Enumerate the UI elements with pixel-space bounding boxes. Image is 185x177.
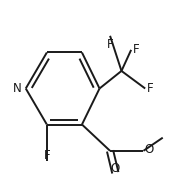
Text: F: F	[133, 43, 139, 56]
Text: N: N	[13, 82, 21, 95]
Text: F: F	[107, 38, 113, 51]
Text: F: F	[147, 82, 154, 95]
Text: F: F	[43, 149, 50, 162]
Text: O: O	[111, 162, 120, 175]
Text: O: O	[144, 144, 154, 156]
